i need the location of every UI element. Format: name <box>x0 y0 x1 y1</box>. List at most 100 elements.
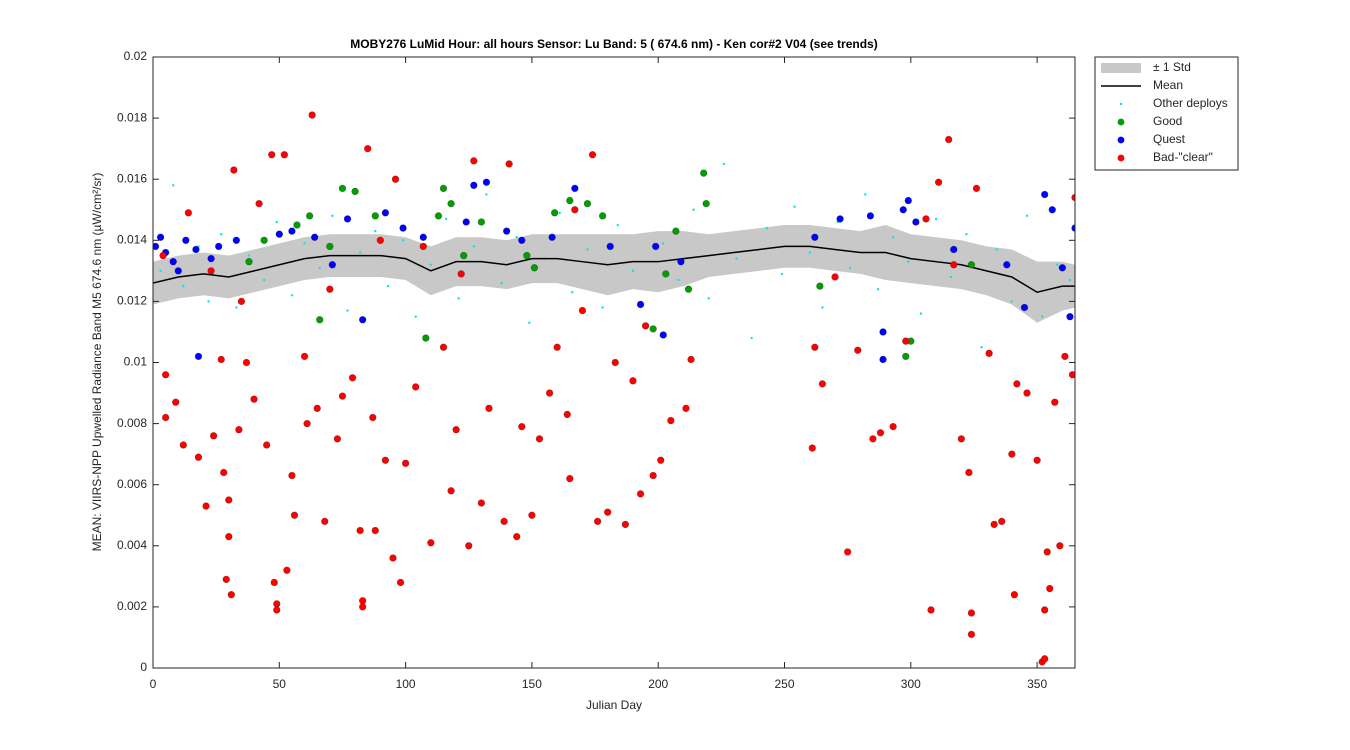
point <box>396 578 405 587</box>
x-tick-label: 200 <box>648 677 668 691</box>
point <box>692 208 695 211</box>
point <box>505 160 513 168</box>
point <box>358 597 367 605</box>
point <box>462 218 470 226</box>
point <box>1058 264 1067 272</box>
point <box>866 212 875 220</box>
point <box>472 245 476 248</box>
point <box>899 206 907 214</box>
point <box>586 248 589 251</box>
point <box>649 471 657 480</box>
mean-line <box>153 245 1075 294</box>
legend-label: ± 1 Std <box>1153 60 1191 74</box>
legend-swatch <box>1101 63 1141 73</box>
point <box>364 144 372 153</box>
point <box>159 251 167 260</box>
point <box>242 358 251 367</box>
point <box>869 435 877 443</box>
point <box>331 214 334 218</box>
point <box>687 355 695 364</box>
point <box>376 236 385 245</box>
point <box>321 517 329 526</box>
point <box>571 206 579 214</box>
point <box>207 254 215 263</box>
point <box>927 606 935 614</box>
point <box>232 236 241 245</box>
legend-label: Good <box>1153 114 1182 128</box>
point <box>273 600 281 608</box>
point <box>659 331 667 339</box>
point <box>275 220 278 224</box>
point <box>636 300 645 309</box>
point <box>235 426 243 434</box>
legend-label: Bad-"clear" <box>1153 150 1213 164</box>
y-tick-label: 0.008 <box>117 416 147 430</box>
point <box>470 157 478 165</box>
x-tick-label: 100 <box>396 677 416 691</box>
point <box>629 377 637 385</box>
point <box>919 312 923 315</box>
point <box>414 315 417 318</box>
point <box>843 548 852 556</box>
point <box>358 251 362 254</box>
x-tick-label: 300 <box>901 677 921 691</box>
point <box>153 242 160 251</box>
point <box>230 166 238 174</box>
legend-swatch <box>1117 136 1125 144</box>
point <box>980 346 983 349</box>
x-tick-label: 150 <box>522 677 542 691</box>
point <box>326 285 334 293</box>
point <box>255 199 263 208</box>
y-tick-label: 0.02 <box>124 49 148 63</box>
point <box>381 456 390 464</box>
point <box>934 178 943 186</box>
point <box>288 227 296 235</box>
y-tick-label: 0.014 <box>117 232 147 246</box>
point <box>161 413 170 422</box>
point <box>1043 548 1051 556</box>
point <box>313 404 321 413</box>
point <box>1020 303 1029 312</box>
legend-label: Mean <box>1153 78 1183 92</box>
point <box>967 630 976 639</box>
plot-area <box>153 111 1075 666</box>
point <box>535 435 544 443</box>
point <box>250 395 258 403</box>
point <box>995 248 998 251</box>
point <box>571 291 574 294</box>
point <box>401 239 405 242</box>
point <box>641 322 650 330</box>
point <box>351 187 359 196</box>
point <box>1040 190 1049 199</box>
point <box>338 184 347 193</box>
point <box>699 169 708 177</box>
point <box>477 499 486 507</box>
point <box>854 346 862 354</box>
point <box>912 218 920 226</box>
point <box>985 349 993 358</box>
point <box>816 282 824 290</box>
point <box>356 526 364 535</box>
point <box>217 355 225 364</box>
point <box>328 261 337 269</box>
point <box>452 426 460 434</box>
point <box>429 263 433 266</box>
legend-box <box>1094 56 1239 171</box>
point <box>358 316 367 324</box>
point <box>174 267 182 275</box>
legend-swatch <box>1119 102 1123 106</box>
point <box>381 209 390 217</box>
point <box>528 511 536 519</box>
point <box>967 609 976 617</box>
point <box>518 422 526 431</box>
point <box>343 215 352 223</box>
point <box>207 267 215 275</box>
point <box>513 532 521 541</box>
point <box>578 306 587 315</box>
point <box>220 468 228 477</box>
point <box>950 245 958 254</box>
point <box>427 539 435 547</box>
point <box>876 429 885 437</box>
point <box>485 404 493 413</box>
point <box>447 487 455 495</box>
